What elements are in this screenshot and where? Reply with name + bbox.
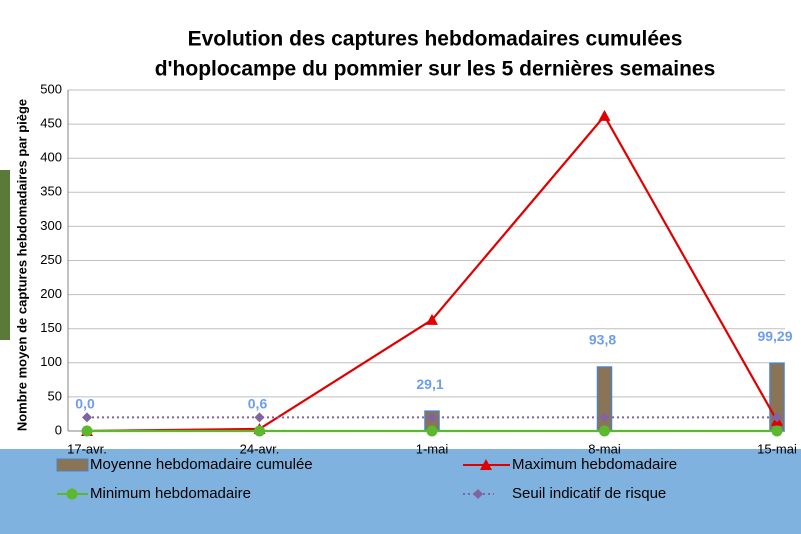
data-label: 29,1: [416, 376, 443, 392]
y-tick-label: 250: [40, 252, 62, 267]
chart: Evolution des captures hebdomadaires cum…: [0, 0, 801, 534]
marker: [254, 426, 265, 437]
legend-label: Minimum hebdomadaire: [90, 485, 251, 502]
marker: [427, 426, 438, 437]
marker: [82, 412, 92, 422]
y-axis-title: Nombre moyen de captures hebdomadaires p…: [14, 99, 29, 431]
marker: [82, 426, 93, 437]
marker: [255, 412, 265, 422]
y-tick-label: 0: [55, 422, 62, 437]
marker: [67, 489, 78, 500]
chart-title: Evolution des captures hebdomadaires cum…: [188, 28, 683, 51]
y-tick-label: 100: [40, 354, 62, 369]
photo-strip: [0, 170, 10, 340]
x-tick-label: 15-mai: [757, 441, 797, 456]
y-tick-label: 200: [40, 286, 62, 301]
y-tick-label: 450: [40, 116, 62, 131]
marker: [772, 426, 783, 437]
data-label: 0,0: [75, 396, 95, 412]
x-tick-label: 24-avr.: [240, 441, 280, 456]
legend-swatch: [57, 459, 88, 471]
y-tick-label: 150: [40, 320, 62, 335]
y-tick-label: 500: [40, 81, 62, 96]
x-tick-label: 1-mai: [416, 441, 449, 456]
legend-label: Maximum hebdomadaire: [512, 456, 677, 473]
data-label: 93,8: [589, 332, 616, 348]
legend-label: Moyenne hebdomadaire cumulée: [90, 456, 313, 473]
y-tick-label: 400: [40, 150, 62, 165]
marker: [599, 426, 610, 437]
chart-title: d'hoplocampe du pommier sur les 5 derniè…: [155, 58, 716, 81]
x-tick-label: 17-avr.: [67, 441, 107, 456]
y-tick-label: 300: [40, 218, 62, 233]
data-label: 99,29: [757, 328, 792, 344]
x-tick-label: 8-mai: [588, 441, 621, 456]
data-label: 0,6: [248, 395, 268, 411]
marker: [599, 110, 611, 121]
y-tick-label: 350: [40, 184, 62, 199]
legend-label: Seuil indicatif de risque: [512, 485, 666, 502]
y-tick-label: 50: [48, 388, 62, 403]
